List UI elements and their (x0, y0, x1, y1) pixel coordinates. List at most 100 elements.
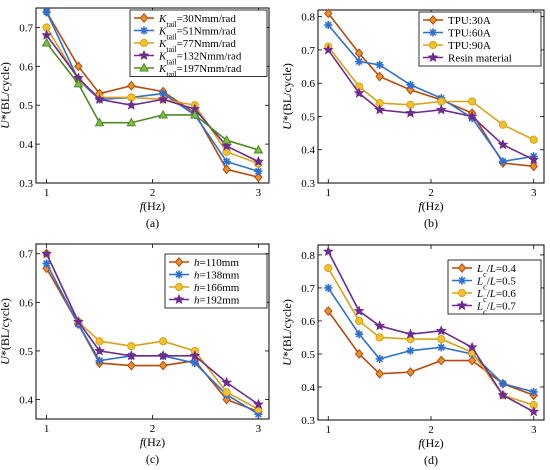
y-tick-label: 0.7 (19, 22, 33, 34)
data-point (42, 7, 51, 16)
series-line (45, 27, 259, 165)
data-point (406, 80, 415, 89)
legend-marker (428, 28, 438, 37)
x-tick-label: 2 (428, 187, 434, 199)
data-point (73, 78, 84, 88)
y-axis-label: U*(BL/cycle) (0, 298, 12, 365)
data-point (42, 259, 51, 268)
x-tick-label: 3 (531, 424, 537, 436)
legend-marker (139, 26, 149, 35)
data-point (528, 406, 540, 417)
y-tick-label: 0.5 (301, 111, 315, 123)
x-tick-label: 1 (326, 187, 332, 199)
y-tick-label: 0.6 (301, 316, 315, 328)
y-tick-label: 0.7 (301, 283, 315, 295)
legend-marker (457, 288, 467, 298)
data-point (127, 80, 136, 91)
data-point (158, 337, 168, 346)
data-point (528, 154, 540, 165)
series-4 (41, 248, 264, 409)
data-point (158, 360, 168, 371)
legend-marker (456, 299, 468, 311)
data-point (94, 93, 105, 104)
panel-label: (c) (146, 452, 159, 466)
legend: Ktail=30Nmm/radKtail=51Nmm/radKtail=77Nm… (129, 9, 268, 79)
legend-label: TPU:90A (448, 40, 491, 52)
series-line (327, 49, 535, 161)
data-point (354, 348, 364, 359)
data-point (157, 93, 169, 104)
legend-label: TPU:30A (448, 15, 491, 27)
legend-marker (428, 40, 438, 50)
data-point (253, 398, 264, 409)
data-point (354, 57, 364, 66)
data-point (437, 343, 446, 352)
y-tick-label: 0.5 (19, 346, 33, 358)
legend-marker (457, 263, 467, 273)
y-tick-label: 0.4 (19, 139, 33, 151)
x-tick-label: 3 (256, 187, 262, 199)
legend-label: TPU:60A (448, 28, 491, 40)
data-point (375, 71, 384, 82)
data-point (435, 104, 447, 115)
data-point (435, 325, 447, 336)
data-point (466, 110, 478, 122)
data-point (157, 350, 169, 361)
data-point (253, 155, 264, 167)
data-point (254, 172, 263, 183)
series-line (45, 34, 259, 163)
data-point (354, 316, 364, 326)
chart-panel-2: 1 2 3 0.3 0.4 0.5 0.6 0.7 0.8 f(Hz) U*(BL/cycle) (b… (280, 8, 545, 230)
series-2 (324, 283, 538, 397)
y-tick-label: 0.6 (19, 297, 33, 309)
series-line (327, 46, 535, 141)
y-tick-label: 0.6 (19, 61, 33, 73)
legend-marker (428, 15, 438, 25)
legend-label: h=138mm (194, 270, 240, 282)
data-point (222, 388, 231, 397)
legend-label: h=110mm (194, 257, 239, 269)
data-point (437, 355, 446, 366)
data-point (126, 117, 137, 127)
data-point (529, 161, 538, 172)
y-axis-label: U*(BL/cycle) (0, 62, 12, 129)
legend-marker (173, 293, 185, 305)
x-axis-label: f(Hz) (418, 199, 443, 213)
data-point (498, 379, 508, 388)
data-point (158, 109, 168, 119)
data-point (467, 97, 477, 106)
series-line (327, 251, 535, 413)
series-line (45, 253, 259, 406)
x-tick-label: 1 (44, 187, 50, 199)
data-point (127, 341, 136, 351)
data-point (405, 328, 416, 339)
data-point (322, 245, 334, 257)
data-point (437, 97, 446, 106)
data-point (190, 109, 200, 119)
data-point (221, 140, 232, 151)
data-point (374, 104, 385, 115)
data-point (498, 120, 508, 129)
data-point (41, 29, 52, 40)
y-tick-label: 0.7 (301, 45, 315, 57)
data-point (189, 350, 201, 361)
y-tick-label: 0.7 (19, 249, 33, 261)
data-point (324, 306, 333, 317)
data-point (405, 107, 416, 118)
data-point (375, 333, 384, 342)
legend-label: Lc/L=0.5 (476, 276, 516, 292)
data-point (497, 139, 509, 150)
data-point (467, 355, 477, 366)
x-tick-label: 3 (256, 423, 262, 435)
panel-label: (b) (424, 216, 438, 230)
y-axis-label: U*(BL/cycle) (280, 299, 294, 366)
series-5 (41, 37, 264, 154)
data-point (466, 341, 478, 352)
legend-label: Lc/L=0.4 (476, 263, 516, 279)
data-point (324, 264, 333, 273)
y-tick-label: 0.3 (301, 415, 315, 427)
y-tick-label: 0.3 (301, 178, 315, 190)
legend: Lc/L=0.4Lc/L=0.5Lc/L=0.6Lc/L=0.7 (447, 259, 542, 316)
